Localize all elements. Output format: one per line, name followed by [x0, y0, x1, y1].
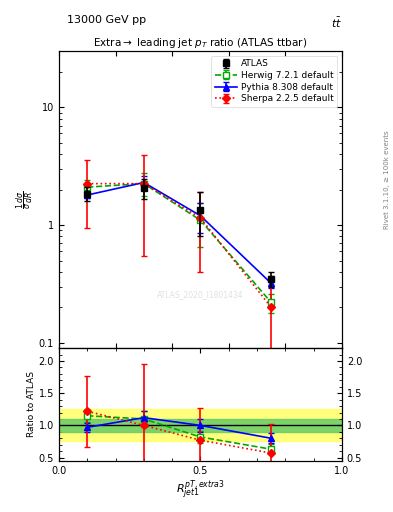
Text: ATLAS_2020_I1801434: ATLAS_2020_I1801434 [157, 290, 244, 299]
Text: $t\bar{t}$: $t\bar{t}$ [331, 15, 342, 30]
Y-axis label: $\frac{1}{\sigma}\frac{d\sigma}{dR}$: $\frac{1}{\sigma}\frac{d\sigma}{dR}$ [15, 190, 36, 209]
Bar [59, 409, 342, 441]
Legend: ATLAS, Herwig 7.2.1 default, Pythia 8.308 default, Sherpa 2.2.5 default: ATLAS, Herwig 7.2.1 default, Pythia 8.30… [211, 56, 338, 107]
Text: 13000 GeV pp: 13000 GeV pp [67, 15, 146, 26]
Bar [59, 419, 342, 432]
Title: Extra$\to$ leading jet $p_{T}$ ratio (ATLAS ttbar): Extra$\to$ leading jet $p_{T}$ ratio (AT… [94, 36, 307, 50]
X-axis label: $R_{jet1}^{pT,extra3}$: $R_{jet1}^{pT,extra3}$ [176, 478, 225, 502]
Y-axis label: Ratio to ATLAS: Ratio to ATLAS [27, 372, 36, 437]
Text: Rivet 3.1.10, ≥ 100k events: Rivet 3.1.10, ≥ 100k events [384, 130, 390, 228]
